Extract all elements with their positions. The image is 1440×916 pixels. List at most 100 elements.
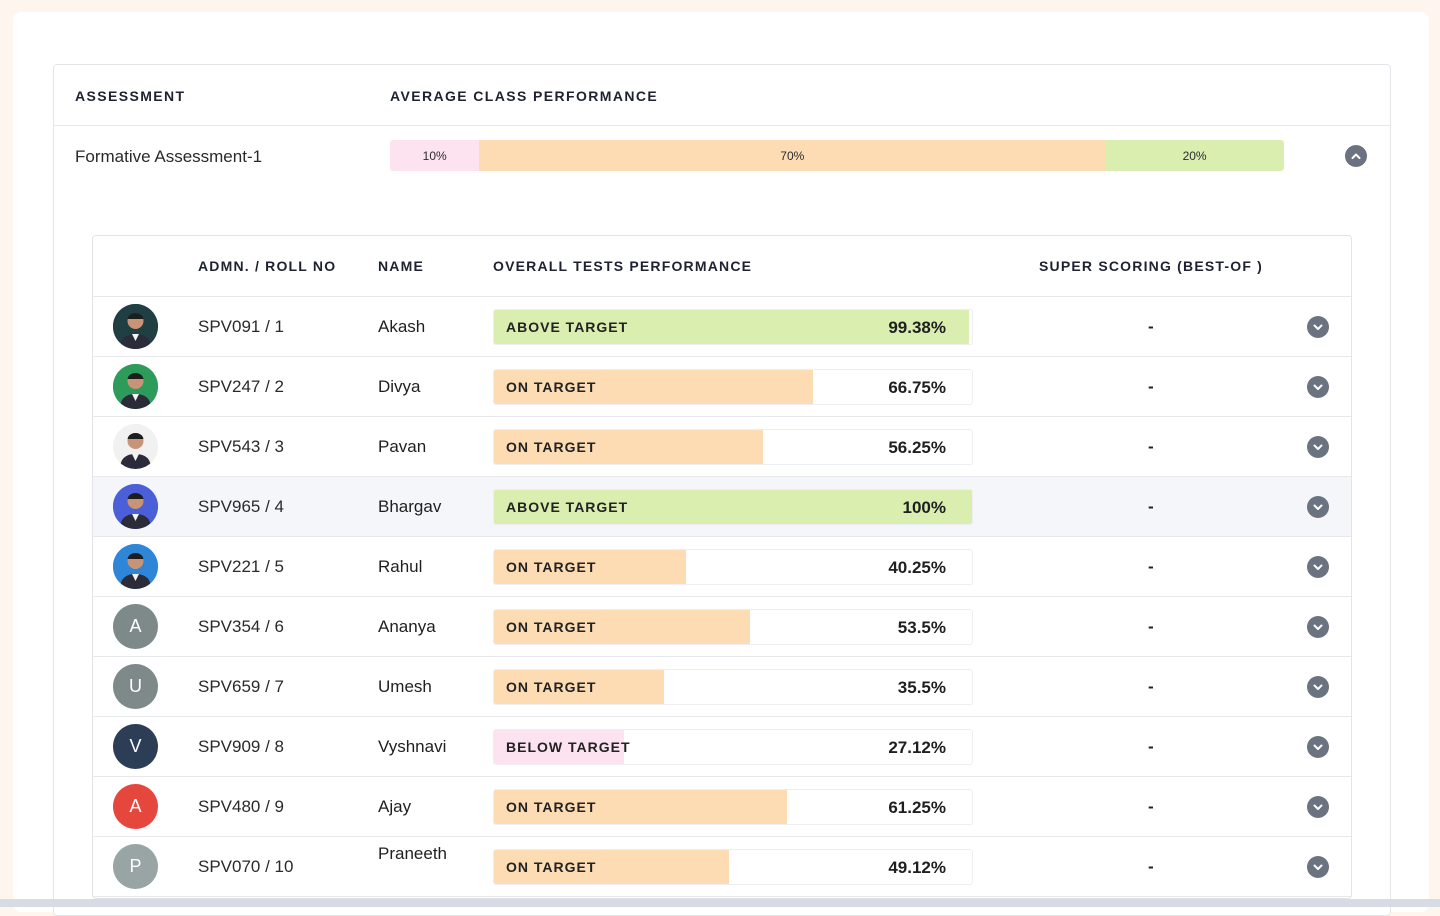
performance-bar: ABOVE TARGET 100% xyxy=(493,489,973,525)
performance-value: 35.5% xyxy=(897,678,946,697)
expand-row-button[interactable] xyxy=(1307,376,1329,398)
performance-status: BELOW TARGET xyxy=(506,739,631,755)
super-scoring-value: - xyxy=(1148,557,1154,576)
performance-value: 40.25% xyxy=(888,558,946,577)
class-segment-on: 70% xyxy=(479,140,1106,171)
avatar xyxy=(113,544,158,589)
expand-row-button[interactable] xyxy=(1307,496,1329,518)
performance-fill xyxy=(494,550,687,584)
chevron-down-icon xyxy=(1313,624,1323,630)
avatar-letter: A xyxy=(129,796,142,816)
table-row[interactable]: P SPV070 / 10 Praneeth ON TARGET 49.12% - xyxy=(93,837,1351,897)
table-row[interactable]: SPV221 / 5 Rahul ON TARGET 40.25% - xyxy=(93,537,1351,597)
performance-bar: BELOW TARGET 27.12% xyxy=(493,729,973,765)
performance-fill xyxy=(494,430,763,464)
collapse-button[interactable] xyxy=(1345,145,1367,167)
performance-bar: ON TARGET 61.25% xyxy=(493,789,973,825)
performance-status: ON TARGET xyxy=(506,439,597,455)
table-row[interactable]: SPV091 / 1 Akash ABOVE TARGET 99.38% - xyxy=(93,297,1351,357)
super-scoring-value: - xyxy=(1148,317,1154,336)
chevron-down-icon xyxy=(1313,564,1323,570)
expand-row-button[interactable] xyxy=(1307,556,1329,578)
student-photo xyxy=(113,424,158,469)
roll-number: SPV965 / 4 xyxy=(198,497,285,516)
performance-status: ON TARGET xyxy=(506,619,597,635)
performance-status: ON TARGET xyxy=(506,799,597,815)
expand-row-button[interactable] xyxy=(1307,616,1329,638)
chevron-down-icon xyxy=(1313,384,1323,390)
avatar-letter: V xyxy=(129,736,142,756)
performance-status: ON TARGET xyxy=(506,379,597,395)
avatar: U xyxy=(113,664,158,709)
performance-column-header: OVERALL TESTS PERFORMANCE xyxy=(493,258,753,274)
performance-fill xyxy=(494,790,787,824)
performance-bar: ABOVE TARGET 99.38% xyxy=(493,309,973,345)
performance-status: ABOVE TARGET xyxy=(506,499,629,515)
super-scoring-value: - xyxy=(1148,497,1154,516)
table-row[interactable]: V SPV909 / 8 Vyshnavi BELOW TARGET 27.12% - xyxy=(93,717,1351,777)
assessment-name[interactable]: Formative Assessment-1 xyxy=(75,147,263,166)
student-name: Akash xyxy=(378,317,426,336)
performance-value: 49.12% xyxy=(888,858,946,877)
chevron-down-icon xyxy=(1313,444,1323,450)
performance-fill xyxy=(494,670,664,704)
avatar xyxy=(113,364,158,409)
roll-number: SPV480 / 9 xyxy=(198,797,285,816)
performance-value: 100% xyxy=(902,498,946,517)
student-name: Bhargav xyxy=(378,497,442,516)
performance-fill xyxy=(494,310,970,344)
roll-column-header: ADMN. / ROLL NO xyxy=(198,258,337,274)
avatar-letter: U xyxy=(129,676,142,696)
expand-row-button[interactable] xyxy=(1307,856,1329,878)
expand-row-button[interactable] xyxy=(1307,796,1329,818)
super-scoring-value: - xyxy=(1148,857,1154,876)
performance-fill xyxy=(494,490,972,524)
table-row[interactable]: A SPV480 / 9 Ajay ON TARGET 61.25% - xyxy=(93,777,1351,837)
performance-status: ON TARGET xyxy=(506,559,597,575)
expand-row-button[interactable] xyxy=(1307,316,1329,338)
performance-status: ABOVE TARGET xyxy=(506,319,629,335)
expand-row-button[interactable] xyxy=(1307,436,1329,458)
name-column-header: NAME xyxy=(378,258,425,274)
super-scoring-value: - xyxy=(1148,797,1154,816)
avatar xyxy=(113,484,158,529)
performance-value: 99.38% xyxy=(888,318,946,337)
expand-row-button[interactable] xyxy=(1307,676,1329,698)
performance-status: ON TARGET xyxy=(506,679,597,695)
chevron-down-icon xyxy=(1313,864,1323,870)
table-row[interactable]: SPV543 / 3 Pavan ON TARGET 56.25% - xyxy=(93,417,1351,477)
student-name: Vyshnavi xyxy=(378,737,447,756)
performance-value: 27.12% xyxy=(888,738,946,757)
performance-value: 61.25% xyxy=(888,798,946,817)
class-segment-above-label: 20% xyxy=(1182,148,1207,163)
horizontal-scrollbar[interactable] xyxy=(0,899,1440,907)
table-row[interactable]: SPV247 / 2 Divya ON TARGET 66.75% - xyxy=(93,357,1351,417)
performance-fill xyxy=(494,370,814,404)
super-scoring-value: - xyxy=(1148,677,1154,696)
chevron-down-icon xyxy=(1313,324,1323,330)
chevron-down-icon xyxy=(1313,804,1323,810)
avatar xyxy=(113,424,158,469)
avatar xyxy=(113,304,158,349)
super-scoring-column-header: SUPER SCORING (BEST-OF ) xyxy=(1039,258,1264,274)
chevron-down-icon xyxy=(1313,744,1323,750)
super-scoring-value: - xyxy=(1148,377,1154,396)
performance-fill xyxy=(494,850,729,884)
assessment-header: ASSESSMENT AVERAGE CLASS PERFORMANCE xyxy=(54,65,1390,126)
student-photo xyxy=(113,304,158,349)
chevron-down-icon xyxy=(1313,504,1323,510)
roll-number: SPV354 / 6 xyxy=(198,617,285,636)
table-row[interactable]: A SPV354 / 6 Ananya ON TARGET 53.5% - xyxy=(93,597,1351,657)
class-segment-on-label: 70% xyxy=(780,148,805,163)
student-photo xyxy=(113,364,158,409)
table-row[interactable]: SPV965 / 4 Bhargav ABOVE TARGET 100% - xyxy=(93,477,1351,537)
expand-row-button[interactable] xyxy=(1307,736,1329,758)
avatar: A xyxy=(113,784,158,829)
performance-fill xyxy=(494,610,750,644)
table-row[interactable]: U SPV659 / 7 Umesh ON TARGET 35.5% - xyxy=(93,657,1351,717)
performance-bar: ON TARGET 66.75% xyxy=(493,369,973,405)
roll-number: SPV070 / 10 xyxy=(198,857,294,876)
student-name: Praneeth xyxy=(378,844,447,863)
performance-fill xyxy=(494,730,624,764)
student-name: Umesh xyxy=(378,677,432,696)
